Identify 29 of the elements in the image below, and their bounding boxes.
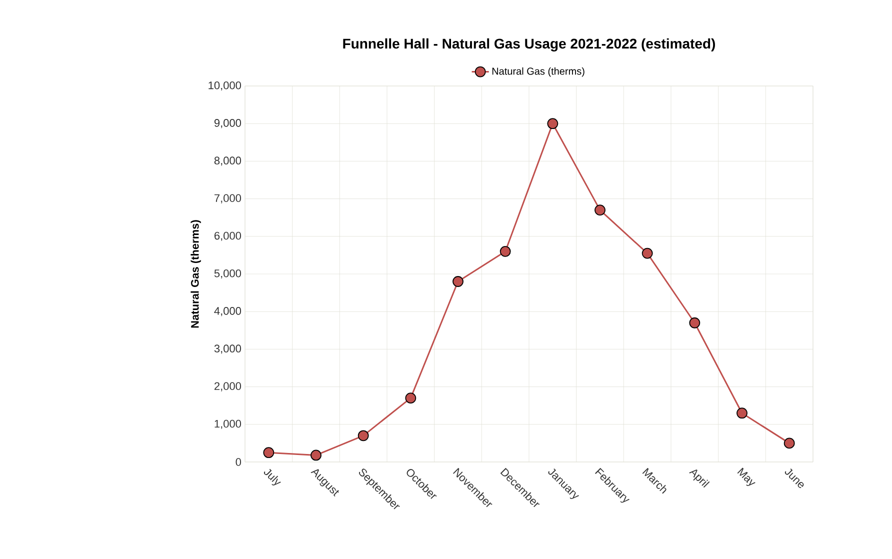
point [310, 450, 322, 461]
y-tick-label: 7,000 [214, 194, 242, 204]
point [784, 438, 795, 449]
point [500, 246, 511, 257]
x-tick-label: April [689, 469, 710, 488]
y-tick-label: 0 [236, 458, 242, 466]
point [405, 392, 416, 404]
point [547, 118, 558, 130]
point [263, 447, 274, 458]
y-tick-label: 3,000 [214, 344, 242, 354]
y-tick-label: 8,000 [214, 156, 242, 166]
point [594, 204, 606, 216]
y-axis-title: Natural Gas (therms) [190, 220, 201, 328]
chart-title: Funnelle Hall - Natural Gas Usage 2021-2022 (estimated) [343, 38, 715, 52]
legend-label: Natural Gas (therms) [492, 67, 584, 77]
point [736, 408, 748, 419]
x-tick-label: July [264, 468, 281, 486]
y-tick-label: 6,000 [214, 232, 242, 241]
point [689, 317, 700, 328]
point [452, 276, 464, 287]
x-tick-label: May [737, 468, 756, 486]
y-tick-label: 9,000 [214, 119, 242, 128]
point [642, 248, 653, 259]
y-tick-label: 4,000 [214, 307, 242, 316]
y-tick-label: 10,000 [208, 81, 242, 91]
y-tick-label: 1,000 [214, 420, 242, 429]
y-tick-label: 5,000 [214, 269, 242, 279]
point [358, 430, 369, 442]
y-tick-label: 2,000 [214, 382, 242, 392]
